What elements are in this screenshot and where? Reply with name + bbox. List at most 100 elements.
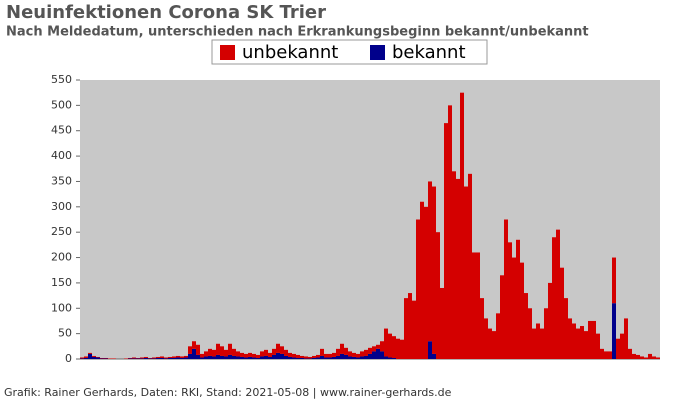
bar xyxy=(316,354,320,358)
bar xyxy=(388,333,392,358)
bar xyxy=(588,320,592,359)
bar xyxy=(148,358,152,359)
bar xyxy=(328,357,332,359)
bar xyxy=(364,355,368,359)
bar xyxy=(328,353,332,358)
bar xyxy=(524,293,528,359)
bar xyxy=(188,353,192,359)
chart-title: Neuinfektionen Corona SK Trier xyxy=(6,2,326,23)
bar xyxy=(188,346,192,354)
legend-label: bekannt xyxy=(392,42,466,63)
bar xyxy=(544,308,548,359)
bar xyxy=(212,349,216,357)
bar xyxy=(236,356,240,359)
bar xyxy=(240,356,244,359)
bar xyxy=(264,355,268,359)
bar xyxy=(308,356,312,359)
bar xyxy=(228,343,232,355)
bar xyxy=(88,353,92,359)
bar xyxy=(172,357,176,359)
bar xyxy=(348,356,352,359)
bar xyxy=(644,357,648,359)
bar xyxy=(308,358,312,359)
bar xyxy=(136,357,140,359)
bar xyxy=(340,343,344,354)
bar xyxy=(192,341,196,349)
bar xyxy=(272,348,276,355)
legend-swatch xyxy=(370,45,385,60)
bar xyxy=(376,344,380,349)
bar xyxy=(632,353,636,359)
bar xyxy=(92,356,96,359)
bar xyxy=(252,357,256,359)
plot-background xyxy=(80,80,660,359)
bar xyxy=(608,351,612,359)
bar xyxy=(220,355,224,359)
bar xyxy=(212,356,216,359)
bar xyxy=(456,178,460,359)
bar xyxy=(104,358,108,359)
bar xyxy=(224,349,228,357)
bar xyxy=(352,352,356,357)
bar xyxy=(196,354,200,359)
bar xyxy=(140,357,144,359)
bar xyxy=(152,358,156,359)
bar xyxy=(500,275,504,359)
bar xyxy=(84,356,88,358)
bar xyxy=(156,356,160,358)
bar xyxy=(248,352,252,357)
bar xyxy=(292,357,296,359)
bar xyxy=(440,287,444,359)
bar xyxy=(240,352,244,357)
bar xyxy=(200,353,204,358)
bar xyxy=(432,353,436,359)
bar xyxy=(176,357,180,359)
bar xyxy=(352,356,356,359)
bar xyxy=(144,356,148,358)
bar xyxy=(236,351,240,357)
bar xyxy=(148,357,152,359)
bar xyxy=(108,358,112,359)
bar xyxy=(216,343,220,355)
bar xyxy=(652,356,656,359)
bar xyxy=(196,344,200,355)
bar xyxy=(320,355,324,359)
bar xyxy=(256,354,260,358)
bar xyxy=(180,357,184,359)
bar xyxy=(488,328,492,359)
bar xyxy=(128,357,132,359)
bar xyxy=(416,219,420,359)
y-tick-label: 450 xyxy=(51,124,72,137)
bar xyxy=(144,357,148,359)
bar xyxy=(160,357,164,359)
bar xyxy=(452,171,456,359)
bar xyxy=(132,357,136,359)
bar xyxy=(324,357,328,359)
bar xyxy=(228,354,232,359)
bar xyxy=(356,353,360,358)
bar xyxy=(540,328,544,359)
bar xyxy=(468,173,472,359)
bar xyxy=(480,298,484,359)
bar xyxy=(244,357,248,359)
bar xyxy=(84,357,88,359)
bar xyxy=(464,186,468,359)
bar xyxy=(304,356,308,359)
bar xyxy=(284,349,288,356)
bar xyxy=(400,339,404,359)
bar xyxy=(312,355,316,358)
legend-swatch xyxy=(220,45,235,60)
bar xyxy=(232,348,236,356)
bar xyxy=(160,356,164,358)
bar xyxy=(628,348,632,359)
bar xyxy=(580,326,584,359)
footer: Grafik: Rainer Gerhards, Daten: RKI, Sta… xyxy=(4,386,452,399)
bar xyxy=(372,351,376,359)
bar xyxy=(432,186,436,354)
bar xyxy=(180,356,184,358)
bar xyxy=(88,352,92,354)
bar xyxy=(368,347,372,354)
bar xyxy=(492,331,496,359)
bar xyxy=(268,352,272,357)
bar xyxy=(472,252,476,359)
